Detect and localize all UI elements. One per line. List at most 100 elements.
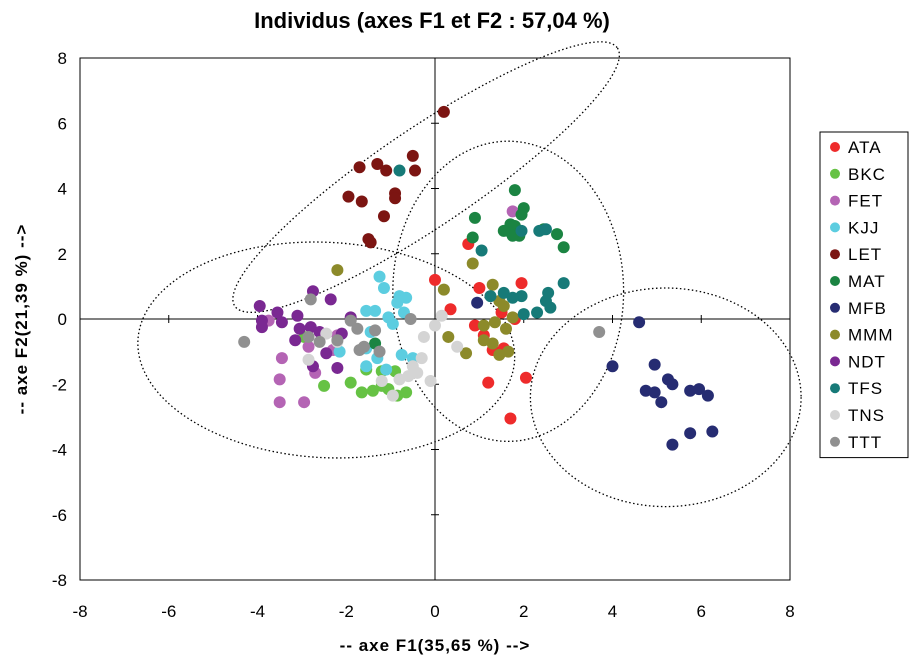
cluster-ellipse (529, 287, 802, 508)
x-tick-label: 2 (519, 602, 528, 621)
data-point (400, 291, 413, 304)
data-point (371, 158, 384, 171)
data-point (404, 313, 417, 325)
data-point (271, 306, 284, 319)
legend-label: TFS (848, 379, 883, 398)
series-tfs (393, 164, 570, 321)
chart-title: Individus (axes F1 et F2 : 57,04 %) (254, 8, 610, 33)
data-point (437, 105, 450, 118)
legend-label: BKC (848, 165, 886, 184)
data-point (320, 347, 333, 360)
data-point (291, 309, 304, 322)
data-point (377, 282, 390, 295)
data-point (364, 236, 377, 249)
data-point (706, 425, 719, 438)
data-point (684, 384, 697, 397)
y-tick-label: -2 (52, 375, 67, 394)
data-point (515, 277, 528, 290)
data-point (484, 290, 497, 303)
data-point (497, 286, 510, 299)
data-point (373, 270, 386, 283)
legend-label: TNS (848, 406, 885, 425)
data-point (442, 330, 455, 343)
data-point (351, 322, 364, 335)
data-point (255, 321, 268, 334)
data-point (475, 244, 488, 257)
data-point (466, 231, 479, 244)
series-mat (369, 184, 570, 350)
data-point (466, 257, 479, 270)
data-point (318, 379, 331, 392)
data-point (648, 386, 661, 399)
data-point (253, 299, 266, 312)
data-point (273, 373, 286, 386)
legend-marker (830, 410, 840, 420)
data-point (497, 299, 510, 312)
legend-marker (830, 276, 840, 286)
data-point (488, 316, 501, 329)
data-point (666, 438, 679, 451)
data-point (273, 396, 286, 409)
legend-label: NDT (848, 352, 886, 371)
data-point (517, 308, 530, 321)
data-point (353, 343, 366, 356)
data-point (517, 202, 530, 215)
data-point (331, 264, 344, 277)
data-point (415, 352, 428, 365)
data-point (701, 389, 714, 402)
x-tick-label: 0 (430, 602, 439, 621)
data-point (304, 293, 317, 306)
data-point (648, 358, 661, 371)
data-point (377, 210, 390, 223)
data-point (369, 324, 382, 337)
data-point (342, 190, 355, 203)
data-point (302, 353, 315, 366)
legend-marker (830, 222, 840, 233)
data-point (506, 291, 519, 304)
data-point (451, 340, 464, 353)
data-point (304, 321, 317, 334)
series-ata (429, 237, 532, 425)
legend-label: MFB (848, 299, 887, 318)
x-tick-label: -6 (161, 602, 176, 621)
data-point (542, 286, 555, 299)
data-point (468, 319, 481, 332)
y-tick-label: 8 (58, 49, 67, 68)
series-mfb (471, 296, 719, 451)
data-point (333, 345, 346, 358)
legend-label: MMM (848, 326, 893, 345)
data-point (473, 282, 486, 295)
data-point (360, 360, 373, 373)
data-point (380, 363, 393, 376)
legend-marker (830, 383, 840, 394)
y-tick-label: 2 (58, 245, 67, 264)
data-point (409, 164, 422, 177)
data-point (373, 345, 386, 358)
y-tick-label: 6 (58, 114, 67, 133)
data-point (606, 360, 619, 373)
legend-marker (830, 302, 840, 313)
data-point (477, 319, 490, 332)
series-let (342, 105, 450, 249)
data-point (515, 224, 528, 237)
data-point (593, 326, 606, 339)
legend-marker (830, 249, 840, 260)
cluster-ellipse (137, 241, 516, 459)
data-point (684, 427, 697, 440)
cluster-ellipse (392, 140, 625, 442)
data-point (320, 327, 333, 340)
legend-marker (830, 436, 840, 447)
data-point (331, 334, 344, 347)
x-tick-label: -8 (72, 602, 87, 621)
data-point (639, 384, 652, 397)
data-point (544, 301, 557, 314)
data-point (402, 370, 415, 383)
series-tns (302, 309, 464, 402)
data-point (355, 195, 368, 208)
legend-label: FET (848, 192, 883, 211)
series-mmm (331, 257, 519, 361)
data-point (504, 412, 517, 425)
data-point (444, 303, 457, 316)
legend-label: TTT (848, 433, 882, 452)
